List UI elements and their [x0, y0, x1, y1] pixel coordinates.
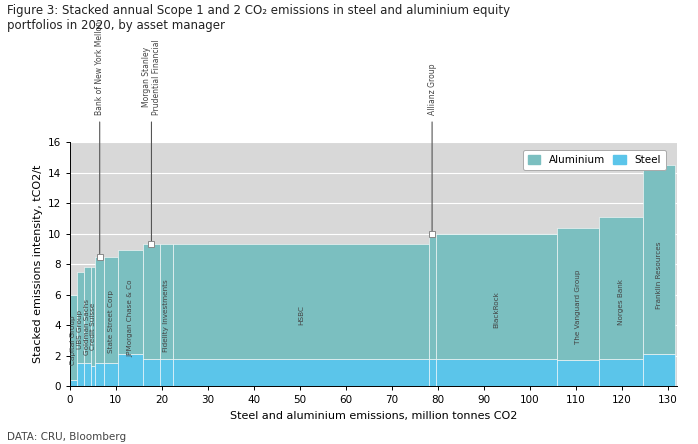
Bar [77, 272, 84, 363]
Bar [436, 359, 558, 386]
Text: Capital Group: Capital Group [70, 316, 76, 365]
Bar [643, 165, 675, 354]
Text: Norges Bank: Norges Bank [618, 278, 624, 325]
Text: BlackRock: BlackRock [493, 292, 500, 329]
Bar [143, 359, 160, 386]
Bar [84, 363, 91, 386]
Text: JPMorgan Chase & Co: JPMorgan Chase & Co [128, 280, 134, 357]
Text: Morgan Stanley
Prudential Financial: Morgan Stanley Prudential Financial [142, 39, 161, 115]
Text: Franklin Resources: Franklin Resources [655, 242, 662, 309]
Text: State Street Corp: State Street Corp [108, 290, 114, 353]
Text: Credit Suisse: Credit Suisse [90, 303, 96, 350]
Text: Figure 3: Stacked annual Scope 1 and 2 CO₂ emissions in steel and aluminium equi: Figure 3: Stacked annual Scope 1 and 2 C… [7, 4, 510, 32]
Bar [77, 363, 84, 386]
Bar [143, 244, 160, 359]
Bar [173, 359, 429, 386]
Legend: Aluminium, Steel: Aluminium, Steel [523, 150, 666, 170]
Text: Goldman Sachs: Goldman Sachs [84, 299, 90, 355]
Text: Allianz Group: Allianz Group [428, 63, 436, 115]
Bar [104, 363, 118, 386]
Bar [91, 366, 95, 386]
Text: HSBC: HSBC [298, 305, 304, 325]
Bar [599, 359, 643, 386]
Bar [84, 267, 91, 363]
Bar [70, 380, 77, 386]
Bar [429, 359, 436, 386]
Bar [118, 250, 143, 354]
Bar [173, 244, 429, 359]
Text: DATA: CRU, Bloomberg: DATA: CRU, Bloomberg [7, 432, 126, 442]
Bar [70, 295, 77, 380]
X-axis label: Steel and aluminium emissions, million tonnes CO2: Steel and aluminium emissions, million t… [230, 411, 517, 421]
Bar [118, 354, 143, 386]
Bar [160, 244, 173, 359]
Text: UBS Group: UBS Group [77, 309, 83, 349]
Text: The Vanguard Group: The Vanguard Group [575, 270, 581, 344]
Bar [104, 257, 118, 363]
Bar [429, 234, 436, 359]
Bar [160, 359, 173, 386]
Bar [91, 267, 95, 366]
Text: Bank of New York Mellon: Bank of New York Mellon [95, 20, 104, 115]
Bar [558, 227, 599, 361]
Bar [643, 354, 675, 386]
Bar [95, 257, 104, 363]
Y-axis label: Stacked emissions intensity, tCO2/t: Stacked emissions intensity, tCO2/t [34, 165, 43, 363]
Bar [558, 361, 599, 386]
Bar [599, 217, 643, 359]
Bar [95, 363, 104, 386]
Bar [436, 234, 558, 359]
Text: Fidelity Investments: Fidelity Investments [163, 279, 170, 352]
